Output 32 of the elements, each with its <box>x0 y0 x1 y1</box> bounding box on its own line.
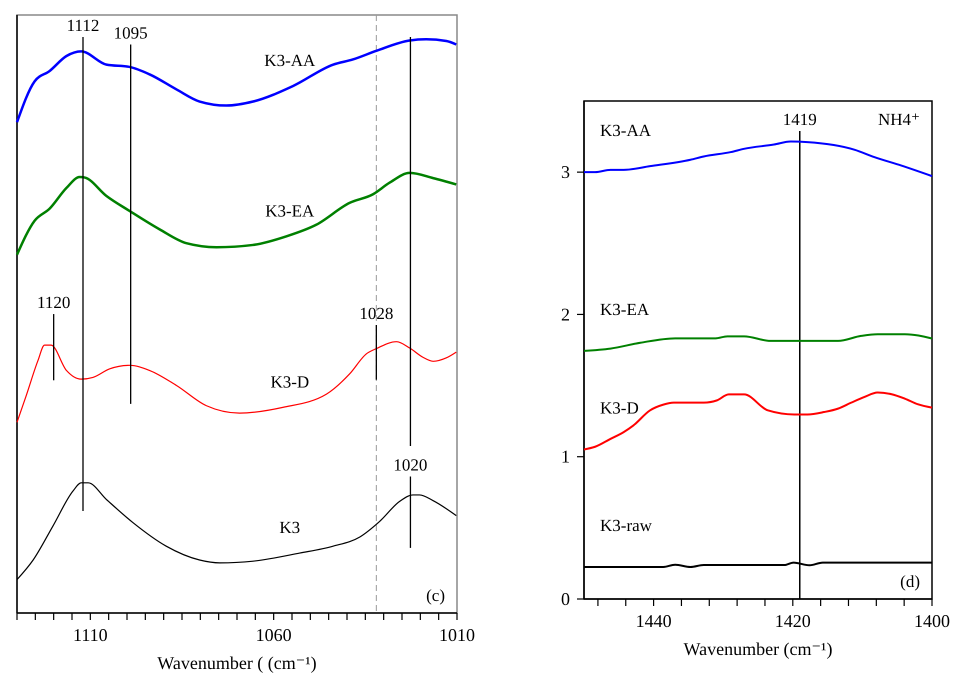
series-label: K3-D <box>270 372 310 392</box>
series-label: K3 <box>279 518 300 538</box>
annotation: 1020 <box>393 455 428 474</box>
annotation: 1112 <box>66 16 100 35</box>
line-series <box>583 140 933 178</box>
x-tick-label: 1110 <box>72 625 108 645</box>
annotation: (c) <box>426 586 445 605</box>
annotation: (d) <box>900 572 920 591</box>
series-label: K3-D <box>600 398 639 418</box>
x-axis-title: Wavenumber ( (cm⁻¹) <box>157 653 317 673</box>
x-tick-label: 1060 <box>256 625 292 645</box>
x-tick-label: 1440 <box>636 611 672 631</box>
line-series <box>583 333 933 352</box>
x-tick-label: 1400 <box>914 611 950 631</box>
x-tick-label: 1010 <box>439 625 475 645</box>
line-series <box>583 392 933 450</box>
series-label: K3-raw <box>600 516 653 535</box>
x-axis-title: Wavenumber (cm⁻¹) <box>684 639 832 659</box>
series-label: K3-AA <box>600 121 652 140</box>
y-tick-label: 3 <box>561 162 570 182</box>
annotation: 1120 <box>36 293 70 312</box>
series-label: K3-EA <box>600 300 650 319</box>
y-tick-label: 1 <box>561 446 570 467</box>
x-tick-label: 1420 <box>774 611 811 631</box>
series-label: K3-EA <box>265 201 316 220</box>
ref-line-label: 1419 <box>782 110 817 129</box>
annotation: 1028 <box>359 304 394 323</box>
series-label: K3-AA <box>264 50 316 70</box>
y-tick-label: 2 <box>561 304 570 324</box>
annotation: NH4⁺ <box>878 110 920 129</box>
y-tick-label: 0 <box>561 589 570 609</box>
annotation: 1095 <box>114 23 148 42</box>
